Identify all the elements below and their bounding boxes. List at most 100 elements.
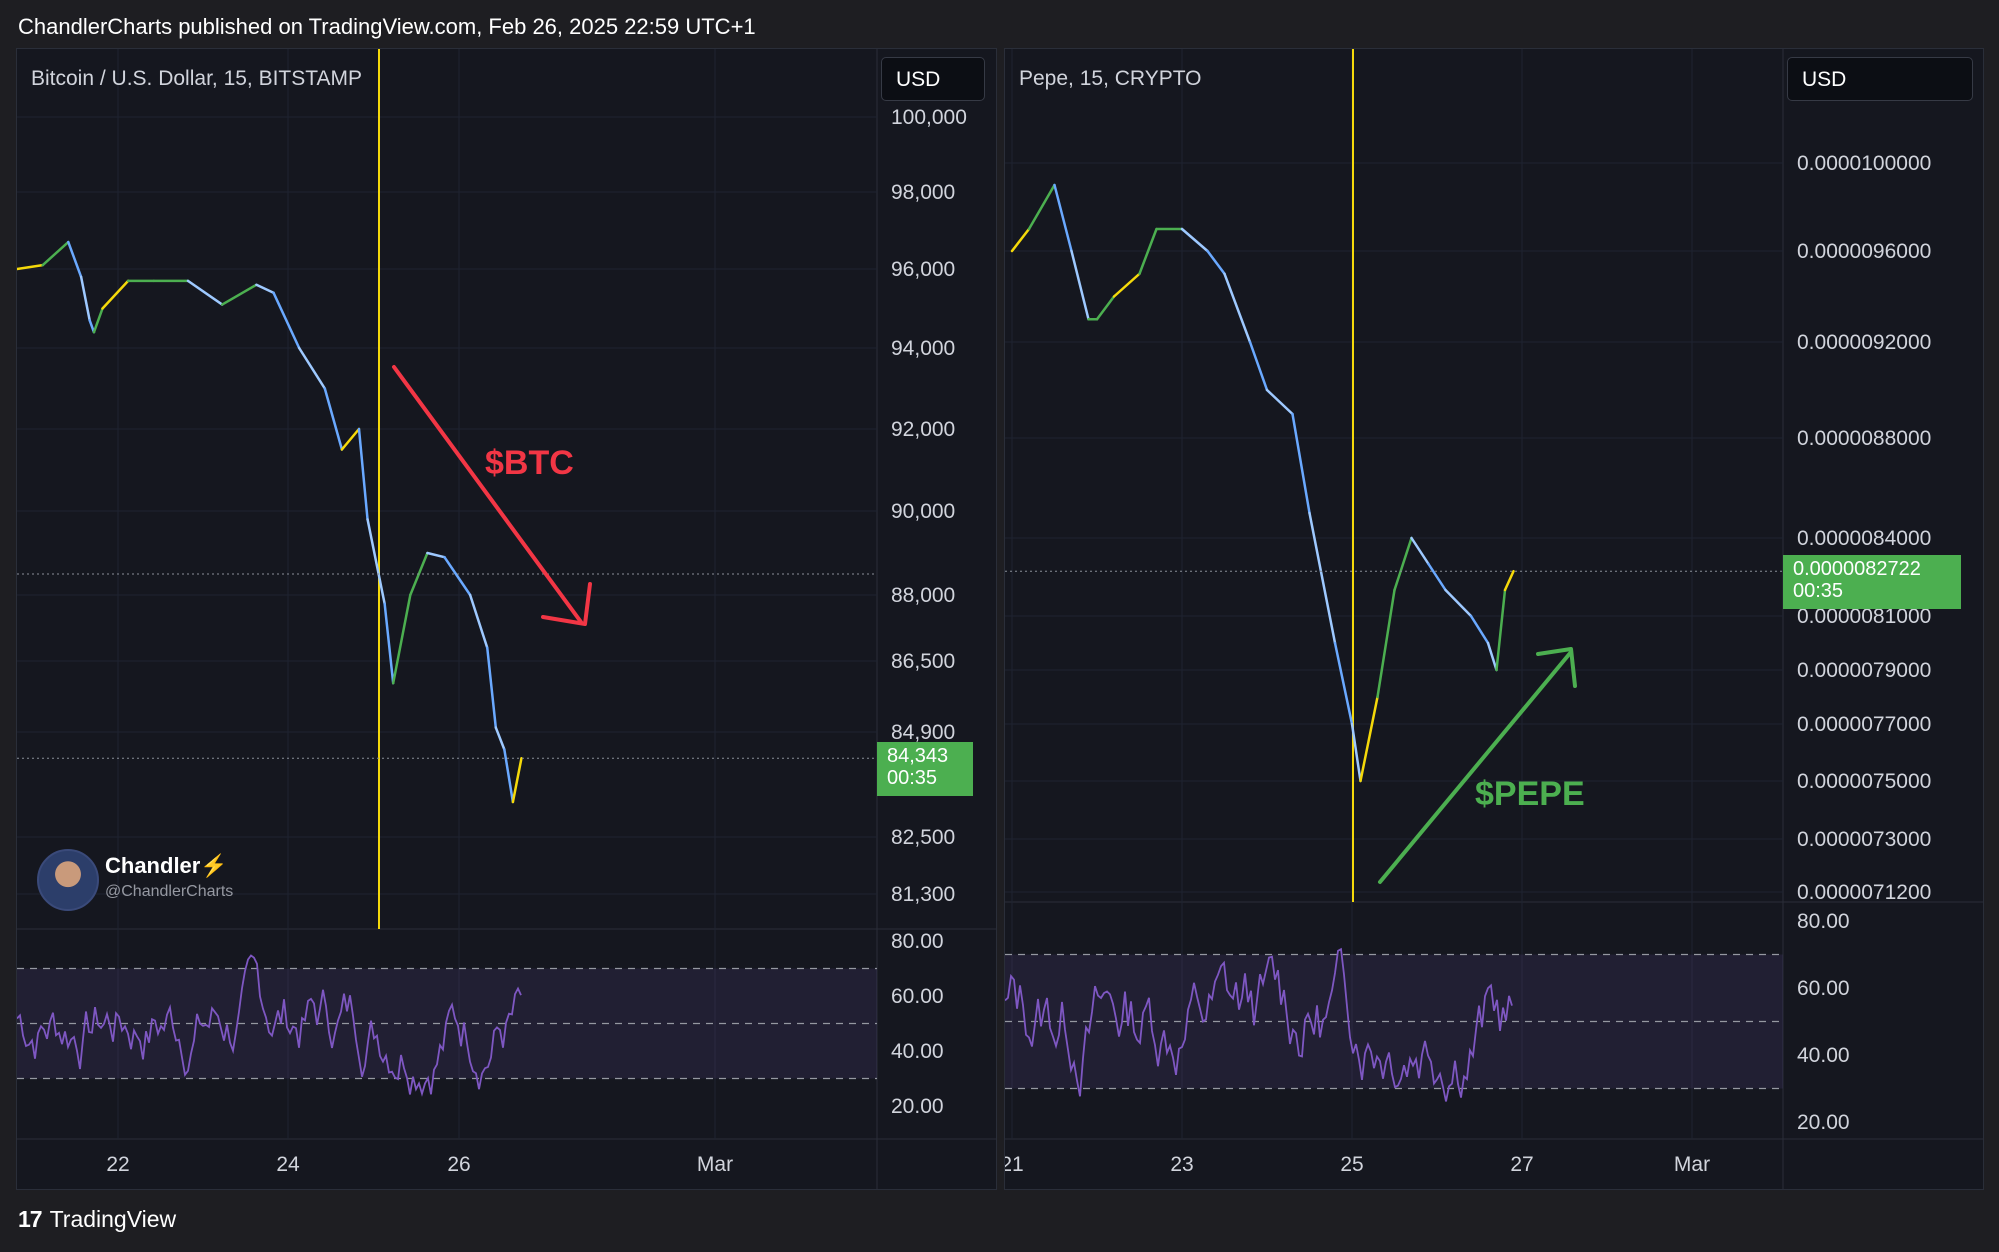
countdown-value: 00:35 [887,767,938,789]
tradingview-logo-icon: 17 [18,1206,43,1232]
x-tick-label: 24 [276,1153,300,1176]
y-tick-label: 0.0000071200 [1797,881,1931,904]
price-segment [1486,641,1498,672]
btc-chart-panel[interactable]: 100,000 98,000 96,000 94,000 92,000 90,000 88,… [16,48,997,1190]
price-segment [383,602,395,685]
price-segment [1444,588,1473,618]
x-tick-label: 26 [447,1153,470,1176]
y-tick-label: 0.0000073000 [1797,828,1931,851]
y-tick-label: 0.0000096000 [1797,240,1931,263]
publish-header: ChandlerCharts published on TradingView.… [18,14,756,39]
price-segment [255,283,275,294]
y-tick-label: 88,000 [891,584,955,607]
price-segment [101,279,130,310]
price-segment [1503,569,1515,592]
x-tick-label: Mar [1674,1153,1710,1176]
y-tick-label: 0.0000079000 [1797,659,1931,682]
chart-title: Bitcoin / U.S. Dollar, 15, BITSTAMP [31,67,363,90]
price-segment [1095,295,1116,321]
price-segment [1053,183,1073,253]
price-segment [1427,562,1447,592]
rsi-line [1005,947,1513,1102]
avatar [37,849,99,911]
price-segment [1376,588,1396,699]
pepe-chart-panel[interactable]: 0.0000100000 0.0000096000 0.0000092000 0.00… [1004,48,1984,1190]
price-segment [1469,614,1490,645]
price-segment [443,555,472,597]
last-price-tag: 0.0000082722 00:35 [1783,555,1961,609]
btc-chart-svg: 100,000 98,000 96,000 94,000 92,000 90,000 88,… [17,49,996,1189]
price-segment [272,291,301,350]
price-segment [297,346,327,390]
price-segment [1180,227,1209,253]
y-tick-label: 94,000 [891,337,955,360]
price-segment [503,748,515,804]
price-segment [1070,249,1090,321]
currency-button[interactable]: USD [881,57,985,101]
y-tick-label: 0.0000084000 [1797,527,1931,550]
y-tick-label: 92,000 [891,418,955,441]
price-segment [1112,272,1141,298]
x-tick-label: 22 [106,1153,129,1176]
price-segment [486,646,498,729]
annotation-arrowhead [1536,647,1577,688]
price-segment [67,240,83,279]
price-segment [92,307,104,334]
y-tick-label: 82,500 [891,826,955,849]
y-tick-label: 90,000 [891,500,955,523]
x-tick-label: 23 [1170,1153,1193,1176]
rsi-tick-label: 60.00 [1797,977,1850,1000]
author-name: Chandler⚡ [105,853,228,878]
y-tick-label: 0.0000081000 [1797,605,1931,628]
y-tick-label: 0.0000075000 [1797,770,1931,793]
last-price-value: 0.0000082722 [1793,558,1921,580]
rsi-tick-label: 40.00 [1797,1044,1850,1067]
price-segment [1010,227,1031,253]
annotation-arrow [392,365,583,624]
x-tick-label: 27 [1510,1153,1533,1176]
pepe-chart-svg: 0.0000100000 0.0000096000 0.0000092000 0.00… [1005,49,1983,1189]
author-handle: @ChandlerCharts [105,883,234,900]
y-tick-label: 86,500 [891,650,955,673]
price-segment [1223,272,1252,344]
last-price-value: 84,343 [887,745,949,767]
annotation-label: $PEPE [1475,775,1585,813]
price-segment [1333,641,1354,726]
price-segment [1206,249,1226,275]
price-segment [1410,536,1430,566]
price-segment [1495,588,1507,672]
price-segment [468,593,489,650]
price-segment [1359,695,1379,783]
y-tick-label: 0.0000077000 [1797,713,1931,736]
y-tick-label: 98,000 [891,181,955,204]
rsi-tick-label: 40.00 [891,1040,944,1063]
rsi-line [17,954,522,1097]
price-segment [1308,511,1337,645]
y-tick-label: 0.0000100000 [1797,152,1931,175]
x-tick-label: 21 [1005,1153,1024,1176]
price-segment [1265,388,1294,416]
y-tick-label: 84,900 [891,721,955,744]
price-segment [323,387,344,451]
price-segment [366,518,386,606]
price-segment [41,240,70,267]
x-tick-label: Mar [697,1153,733,1176]
price-segment [17,263,44,271]
rsi-tick-label: 80.00 [891,930,944,953]
tradingview-brand: TradingView [49,1206,177,1232]
price-segment [494,726,506,751]
y-tick-label: 100,000 [891,106,967,129]
currency-button[interactable]: USD [1787,57,1973,101]
x-tick-label: 25 [1340,1153,1363,1176]
price-segment [391,593,412,685]
price-segment [1393,536,1413,592]
price-segment [1138,227,1158,275]
price-segment [1350,722,1362,783]
price-segment [186,279,224,306]
price-segment [357,427,369,521]
price-segment [1027,183,1056,231]
countdown-value: 00:35 [1793,580,1844,602]
y-tick-label: 0.0000092000 [1797,331,1931,354]
rsi-tick-label: 80.00 [1797,910,1850,933]
tradingview-footer[interactable]: 17 TradingView [18,1206,176,1233]
